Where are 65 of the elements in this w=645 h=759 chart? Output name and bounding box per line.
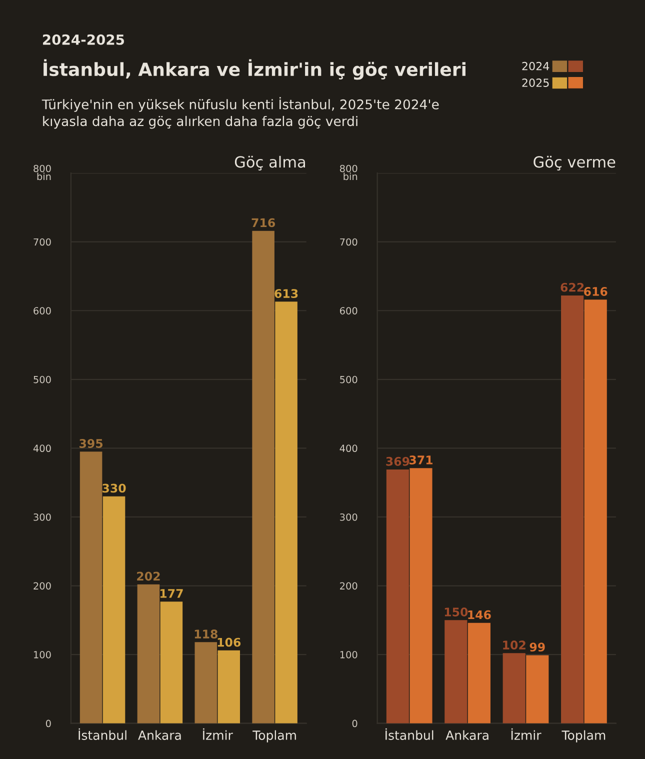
bar	[561, 295, 584, 724]
bar	[468, 622, 490, 724]
x-tick-label: Ankara	[446, 730, 488, 740]
y-tick-label: 700	[340, 238, 358, 246]
chart-title: Göç alma	[234, 156, 305, 170]
x-tick-label: Ankara	[138, 730, 181, 740]
bar	[80, 452, 102, 724]
bar	[275, 302, 298, 724]
data-label: 395	[80, 439, 103, 448]
bar	[502, 653, 526, 724]
legend-label: 2025	[522, 78, 549, 87]
x-tick-label: İstanbul	[386, 728, 434, 740]
data-label: 616	[584, 287, 608, 296]
y-tick-label: 300	[340, 513, 358, 521]
x-tick-label: İstanbul	[78, 728, 126, 740]
data-label: 622	[560, 282, 584, 292]
y-tick-label: 100	[340, 651, 358, 658]
legend-label: 2024	[522, 62, 550, 70]
y-tick-label: 100	[34, 651, 51, 658]
y-tick-label: 600	[34, 307, 51, 314]
text: 2024-2025	[43, 34, 124, 45]
y-tick-label: 200	[340, 582, 358, 590]
y-tick-label: 400	[33, 444, 51, 452]
y-tick-label: 300	[34, 513, 51, 521]
y-tick-label: 0	[46, 720, 51, 728]
text: İstanbul, Ankara ve İzmir'in iç göç verileri	[44, 59, 466, 80]
data-label: 716	[252, 218, 275, 228]
bar	[160, 602, 183, 724]
y-tick-label: 700	[34, 238, 51, 246]
x-tick-label: Toplam	[252, 730, 296, 742]
bar	[194, 642, 218, 724]
y-tick-label: 500	[34, 376, 51, 384]
data-label: 106	[218, 638, 241, 647]
data-label: 202	[137, 572, 160, 581]
x-tick-label: İzmir	[511, 728, 542, 740]
bar	[218, 650, 240, 724]
data-label: 146	[468, 610, 491, 620]
bar	[102, 496, 126, 724]
y-tick-label: 200	[34, 582, 51, 590]
chart-title: Göç verme	[534, 156, 616, 170]
y-tick-label: 400	[340, 444, 358, 452]
bar	[137, 584, 160, 724]
data-label: 613	[274, 289, 298, 298]
bar	[252, 230, 274, 724]
data-label: 99	[530, 642, 545, 652]
text: Türkiye'nin en yüksek nüfuslu kenti İstanbul, 2025'te 2024'e kıyasla daha az göç alırken daha fazla göç verdi	[42, 97, 439, 129]
bar	[386, 470, 409, 724]
x-tick-label: İzmir	[203, 728, 233, 740]
bar	[444, 620, 468, 724]
bar	[410, 468, 432, 724]
data-label: 371	[409, 456, 432, 464]
y-tick-label: 500	[340, 376, 358, 384]
bar	[584, 300, 607, 724]
data-label: 177	[160, 589, 183, 598]
y-tick-label: 800 bin	[340, 164, 358, 180]
y-tick-label: 800 bin	[34, 164, 51, 180]
data-label: 150	[444, 608, 468, 616]
bar	[526, 655, 549, 724]
data-label: 102	[503, 640, 526, 650]
y-tick-label: 0	[352, 720, 358, 728]
data-label: 118	[194, 630, 218, 638]
data-label: 330	[102, 484, 126, 493]
y-tick-label: 600	[340, 307, 358, 314]
x-tick-label: Toplam	[562, 730, 606, 742]
data-label: 369	[386, 456, 410, 466]
